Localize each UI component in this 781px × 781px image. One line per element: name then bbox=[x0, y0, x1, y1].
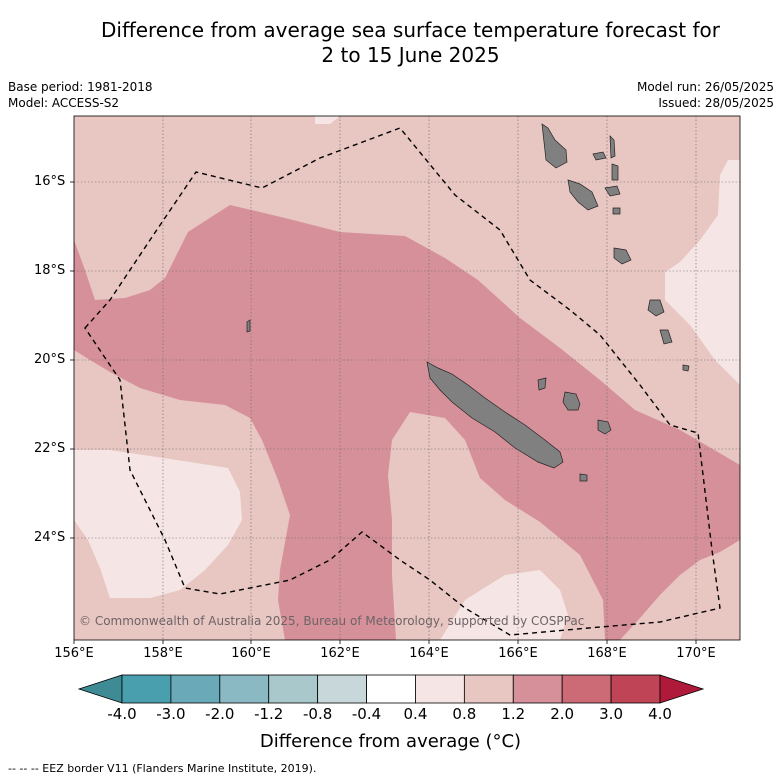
colorbar-tick-label: 3.0 bbox=[599, 705, 623, 723]
colorbar-segment bbox=[268, 674, 319, 704]
loyalty-island-mare bbox=[597, 419, 612, 435]
vanuatu-malekula bbox=[567, 179, 599, 211]
colorbar-segment bbox=[317, 674, 367, 704]
lon-label-158e: 158°E bbox=[143, 646, 183, 661]
lon-label-156e: 156°E bbox=[54, 646, 94, 661]
model-run: Model run: 26/05/2025 bbox=[636, 80, 774, 94]
eez-border bbox=[84, 127, 721, 636]
colorbar-segment bbox=[561, 674, 612, 704]
land bbox=[246, 123, 690, 482]
colorbar-tick-label: 0.8 bbox=[452, 705, 477, 723]
lon-label-170e: 170°E bbox=[676, 646, 716, 661]
lat-label-22s: 22°S bbox=[34, 441, 66, 456]
vanuatu-tanna bbox=[659, 329, 673, 345]
vanuatu-ambae bbox=[592, 151, 607, 161]
colorbar-title: Difference from average (°C) bbox=[259, 731, 522, 752]
title-line-1: Difference from average sea surface temp… bbox=[100, 18, 720, 42]
loyalty-island-ouvea bbox=[537, 377, 547, 391]
lat-label-20s: 20°S bbox=[34, 352, 66, 367]
colorbar-tick-label: 1.2 bbox=[501, 705, 526, 723]
lon-label-162e: 162°E bbox=[320, 646, 360, 661]
colorbar-segments bbox=[121, 674, 661, 704]
anomaly-zone-04-08-east bbox=[665, 116, 740, 385]
issued-date: Issued: 28/05/2025 bbox=[658, 96, 774, 110]
vanuatu-pentecost bbox=[611, 163, 619, 181]
vanuatu-maewo bbox=[609, 135, 616, 159]
loyalty-island-lifou bbox=[562, 391, 581, 411]
vanuatu-aneityum bbox=[682, 364, 690, 372]
colorbar-segment bbox=[219, 674, 270, 704]
title-line-2: 2 to 15 June 2025 bbox=[321, 43, 500, 67]
colorbar-segment bbox=[366, 674, 416, 704]
colorbar-segment bbox=[512, 674, 563, 704]
colorbar-tick-label: -3.0 bbox=[156, 705, 186, 723]
anomaly-zone-04-08-northstrip bbox=[315, 116, 340, 124]
lon-label-160e: 160°E bbox=[231, 646, 271, 661]
colorbar-segment bbox=[415, 674, 465, 704]
meta-left: Base period: 1981-2018 Model: ACCESS-S2 bbox=[8, 79, 153, 111]
anomaly-zone-04-08-south bbox=[440, 570, 568, 640]
copyright-notice: © Commonwealth of Australia 2025, Bureau… bbox=[79, 614, 585, 628]
colorbar-tick-label: 2.0 bbox=[550, 705, 575, 723]
graticule bbox=[74, 116, 740, 640]
vanuatu-ambrym bbox=[604, 185, 621, 197]
colorbar-tick-label: -4.0 bbox=[107, 705, 137, 723]
model-name: Model: ACCESS-S2 bbox=[8, 96, 120, 110]
colorbar-tick-label: 0.4 bbox=[403, 705, 428, 723]
axis-ticks bbox=[70, 181, 697, 644]
eez-legend-note: -- -- -- EEZ border V11 (Flanders Marine… bbox=[8, 762, 317, 775]
colorbar-tick-label: -1.2 bbox=[254, 705, 284, 723]
colorbar-tick-label: -0.4 bbox=[351, 705, 382, 723]
map-frame bbox=[73, 115, 741, 641]
isle-of-pines bbox=[579, 473, 588, 482]
colorbar-segment bbox=[170, 674, 221, 704]
colorbar-over-arrow bbox=[659, 674, 705, 704]
vanuatu-erromango bbox=[647, 299, 665, 317]
lat-label-24s: 24°S bbox=[34, 530, 66, 545]
lon-label-168e: 168°E bbox=[587, 646, 627, 661]
meta-right: Model run: 26/05/2025 Issued: 28/05/2025 bbox=[637, 79, 774, 111]
map-title: Difference from average sea surface temp… bbox=[40, 18, 781, 68]
base-period: Base period: 1981-2018 bbox=[8, 80, 153, 94]
colorbar-segment bbox=[610, 674, 661, 704]
colorbar-tick-label: 4.0 bbox=[648, 705, 672, 723]
vanuatu-epi bbox=[612, 207, 621, 215]
colorbar-segment bbox=[463, 674, 514, 704]
colorbar-under-arrow bbox=[77, 674, 123, 704]
anomaly-zone-12-20 bbox=[74, 205, 740, 640]
chesterfield-reef bbox=[246, 319, 251, 333]
lon-label-166e: 166°E bbox=[498, 646, 538, 661]
anomaly-zone-04-08-southwest bbox=[74, 450, 242, 598]
new-caledonia-island bbox=[426, 361, 564, 469]
lat-label-16s: 16°S bbox=[34, 174, 66, 189]
colorbar-tick-label: -0.8 bbox=[302, 705, 333, 723]
vanuatu-espiritu-santo bbox=[541, 123, 568, 169]
lat-label-18s: 18°S bbox=[34, 263, 66, 278]
vanuatu-efate bbox=[613, 247, 632, 265]
lon-label-164e: 164°E bbox=[409, 646, 449, 661]
colorbar-segment bbox=[121, 674, 172, 704]
colorbar-tick-label: -2.0 bbox=[205, 705, 235, 723]
